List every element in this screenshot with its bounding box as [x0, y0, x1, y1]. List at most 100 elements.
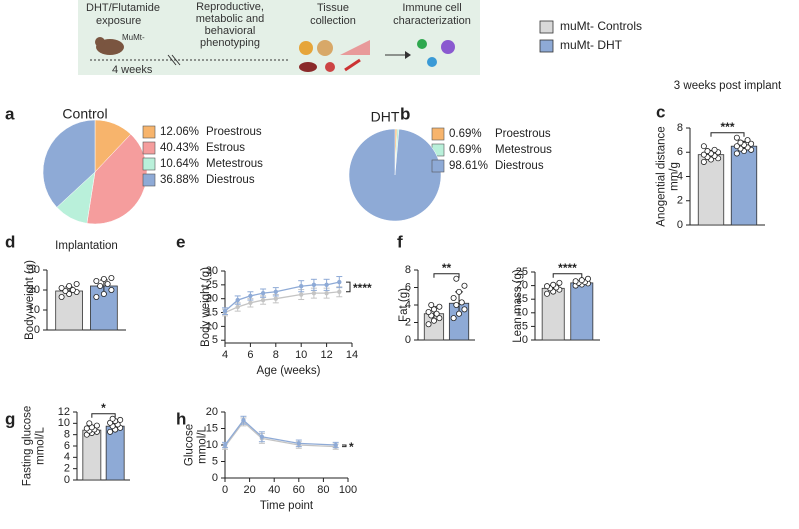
timeline-break — [167, 54, 177, 66]
schematic-text: exposure — [96, 15, 141, 27]
data-point — [222, 442, 228, 448]
data-point — [248, 293, 253, 299]
schematic-text: MuMt- — [122, 33, 145, 42]
panel-letter: d — [5, 232, 15, 251]
y-tick-label: 6 — [405, 281, 411, 293]
schematic-text: DHT/Flutamide — [86, 2, 160, 14]
schematic-text: Tissue — [317, 2, 349, 14]
y-tick-label: 0 — [405, 334, 411, 346]
data-point — [578, 277, 585, 284]
data-point — [107, 428, 114, 435]
y-tick-label: 4 — [64, 451, 70, 463]
data-point — [737, 139, 744, 146]
data-point — [259, 434, 265, 439]
data-point — [235, 304, 240, 310]
significance-label: **** — [558, 261, 577, 275]
y-axis-label: Body weight (g) — [200, 267, 212, 347]
data-point — [66, 282, 73, 289]
significance-label: * — [349, 440, 354, 454]
data-point — [58, 284, 65, 291]
data-point — [733, 134, 740, 141]
y-tick-label: 0 — [34, 324, 40, 336]
chart-title: Control — [62, 106, 107, 122]
chart-title: 3 weeks post implant — [674, 80, 782, 92]
chart-title: Implantation — [55, 240, 118, 252]
bar — [82, 429, 102, 481]
x-tick-label: 10 — [295, 349, 307, 361]
legend-swatch — [142, 125, 156, 139]
y-axis-label: Fasting glucose — [22, 406, 34, 487]
organ-icon — [325, 62, 335, 72]
legend: muMt- Controls muMt- DHT — [539, 19, 642, 53]
y-tick-label: 10 — [206, 320, 218, 332]
data-point — [450, 294, 457, 301]
data-point — [311, 290, 317, 296]
data-point — [556, 279, 563, 286]
y-tick-label: 0 — [64, 474, 70, 486]
data-point — [222, 308, 228, 314]
y-tick-label: 0 — [212, 472, 218, 484]
bar — [570, 282, 594, 341]
data-point — [299, 292, 304, 297]
y-tick-label: 5 — [212, 334, 218, 346]
x-tick-label: 40 — [268, 484, 280, 496]
y-tick-label: 2 — [677, 195, 683, 207]
data-point — [458, 299, 465, 306]
organ-icon — [299, 41, 313, 55]
cell-icon — [441, 40, 455, 54]
bar — [730, 145, 758, 226]
panel-letter: h — [176, 409, 186, 428]
x-tick-label: 80 — [317, 484, 329, 496]
x-tick-label: 100 — [339, 484, 357, 496]
data-point — [108, 274, 115, 281]
schematic-text: collection — [310, 15, 356, 27]
schematic: DHT/Flutamide exposure MuMt- 4 weeks Rep… — [78, 0, 480, 76]
y-axis-label: Lean mass (g) — [512, 269, 524, 343]
data-point — [241, 418, 246, 423]
y-tick-label: 10 — [28, 304, 40, 316]
y-tick-label: 6 — [64, 440, 70, 452]
panel-letter: e — [176, 232, 185, 251]
data-point — [337, 289, 342, 294]
data-point — [711, 146, 718, 153]
x-axis-label: Age (weeks) — [257, 365, 321, 377]
data-point — [104, 280, 111, 287]
data-point — [430, 306, 437, 313]
value-label: 0.69% — [449, 128, 482, 140]
y-tick-label: 10 — [206, 439, 218, 451]
panel-letter: c — [656, 102, 665, 121]
x-tick-label: 0 — [222, 484, 228, 496]
y-tick-label: 20 — [516, 280, 528, 292]
data-point — [311, 282, 317, 288]
y-tick-label: 20 — [28, 284, 40, 296]
legend-swatch — [142, 157, 156, 171]
y-tick-label: 0 — [522, 334, 528, 346]
value-label: 0.69% — [449, 144, 482, 156]
legend-swatch — [539, 39, 554, 53]
significance-label: **** — [353, 281, 372, 295]
data-point — [450, 315, 457, 322]
pie-slice — [86, 133, 148, 225]
data-point — [733, 143, 740, 150]
x-tick-label: 12 — [320, 349, 332, 361]
data-point — [260, 290, 266, 296]
data-point — [58, 293, 65, 300]
y-axis-label: mm/g — [669, 162, 681, 191]
y-tick-label: 20 — [206, 406, 218, 418]
y-tick-label: 5 — [522, 320, 528, 332]
data-point — [299, 284, 304, 289]
value-label: 12.06% — [160, 126, 199, 138]
data-point — [296, 441, 301, 446]
data-point — [436, 303, 443, 310]
pie-slice — [348, 128, 442, 222]
series-line — [224, 291, 340, 314]
y-tick-label: 25 — [516, 266, 528, 278]
data-point — [337, 279, 342, 285]
data-point — [100, 290, 107, 297]
data-point — [69, 286, 76, 293]
significance-bracket — [552, 273, 583, 278]
y-axis-label: Anogential distance — [656, 126, 668, 226]
y-tick-label: 10 — [58, 417, 70, 429]
data-point — [324, 290, 329, 296]
data-point — [235, 297, 240, 303]
